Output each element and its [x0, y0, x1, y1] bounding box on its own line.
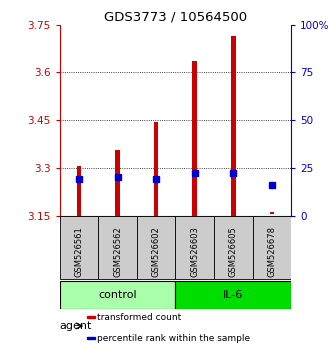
- Text: transformed count: transformed count: [97, 313, 182, 322]
- Bar: [231, 36, 236, 216]
- Bar: [60, 281, 175, 309]
- Text: GSM526603: GSM526603: [190, 226, 199, 277]
- Bar: [115, 150, 120, 216]
- Text: GSM526561: GSM526561: [74, 226, 83, 277]
- Bar: [175, 281, 291, 309]
- Bar: [87, 316, 95, 318]
- Text: agent: agent: [60, 321, 92, 331]
- Text: GSM526605: GSM526605: [229, 226, 238, 277]
- Text: GSM526602: GSM526602: [152, 226, 161, 277]
- Bar: [175, 216, 214, 279]
- Bar: [270, 212, 274, 214]
- Bar: [60, 216, 98, 279]
- Bar: [137, 216, 175, 279]
- Text: control: control: [98, 290, 137, 300]
- Text: IL-6: IL-6: [223, 290, 244, 300]
- Bar: [98, 216, 137, 279]
- Bar: [214, 216, 253, 279]
- Text: percentile rank within the sample: percentile rank within the sample: [97, 334, 251, 343]
- Text: GSM526678: GSM526678: [267, 226, 276, 277]
- Text: GSM526562: GSM526562: [113, 226, 122, 277]
- Title: GDS3773 / 10564500: GDS3773 / 10564500: [104, 11, 247, 24]
- Bar: [87, 337, 95, 339]
- Bar: [76, 166, 81, 216]
- Bar: [154, 122, 159, 216]
- Bar: [192, 61, 197, 216]
- Bar: [253, 216, 291, 279]
